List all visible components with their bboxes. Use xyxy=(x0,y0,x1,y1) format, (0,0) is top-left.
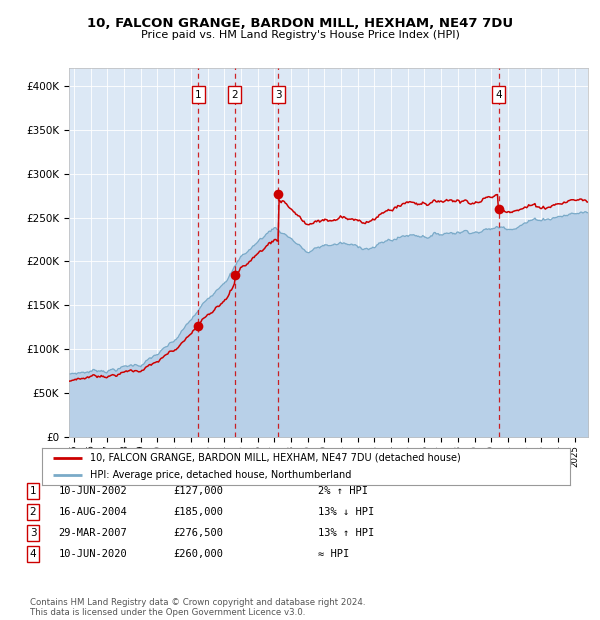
Text: Price paid vs. HM Land Registry's House Price Index (HPI): Price paid vs. HM Land Registry's House … xyxy=(140,30,460,40)
Text: 13% ↓ HPI: 13% ↓ HPI xyxy=(318,507,374,517)
Text: HPI: Average price, detached house, Northumberland: HPI: Average price, detached house, Nort… xyxy=(89,470,351,480)
Text: 3: 3 xyxy=(275,89,281,100)
Text: £127,000: £127,000 xyxy=(173,486,223,496)
Text: 10, FALCON GRANGE, BARDON MILL, HEXHAM, NE47 7DU: 10, FALCON GRANGE, BARDON MILL, HEXHAM, … xyxy=(87,17,513,30)
Text: 29-MAR-2007: 29-MAR-2007 xyxy=(59,528,127,538)
Text: 16-AUG-2004: 16-AUG-2004 xyxy=(59,507,127,517)
Text: 2: 2 xyxy=(29,507,37,517)
Text: £276,500: £276,500 xyxy=(173,528,223,538)
Text: 2% ↑ HPI: 2% ↑ HPI xyxy=(318,486,368,496)
Text: 13% ↑ HPI: 13% ↑ HPI xyxy=(318,528,374,538)
Text: 10-JUN-2020: 10-JUN-2020 xyxy=(59,549,127,559)
Text: 4: 4 xyxy=(495,89,502,100)
Text: 10-JUN-2002: 10-JUN-2002 xyxy=(59,486,127,496)
Text: £260,000: £260,000 xyxy=(173,549,223,559)
Text: 1: 1 xyxy=(195,89,202,100)
Text: ≈ HPI: ≈ HPI xyxy=(318,549,349,559)
Text: This data is licensed under the Open Government Licence v3.0.: This data is licensed under the Open Gov… xyxy=(30,608,305,617)
Text: 10, FALCON GRANGE, BARDON MILL, HEXHAM, NE47 7DU (detached house): 10, FALCON GRANGE, BARDON MILL, HEXHAM, … xyxy=(89,453,460,463)
Text: 4: 4 xyxy=(29,549,37,559)
Text: Contains HM Land Registry data © Crown copyright and database right 2024.: Contains HM Land Registry data © Crown c… xyxy=(30,598,365,607)
Text: 1: 1 xyxy=(29,486,37,496)
Text: 3: 3 xyxy=(29,528,37,538)
Text: £185,000: £185,000 xyxy=(173,507,223,517)
Text: 2: 2 xyxy=(231,89,238,100)
